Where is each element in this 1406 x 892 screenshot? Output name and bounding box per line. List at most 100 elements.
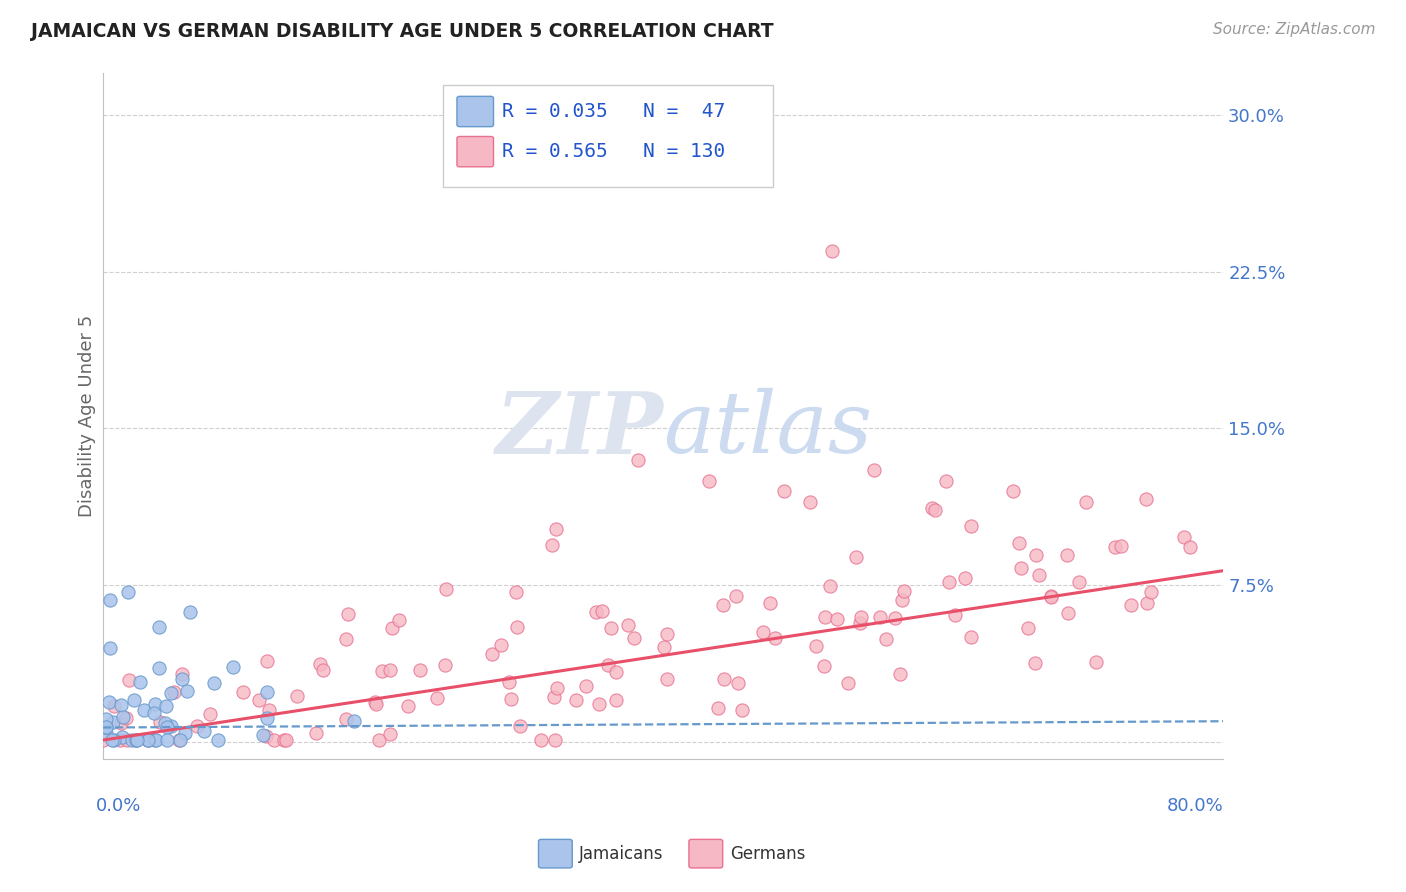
Point xyxy=(655,627,678,641)
Point xyxy=(343,714,366,728)
Point xyxy=(1008,536,1031,550)
Point xyxy=(93,733,115,747)
Point xyxy=(167,733,190,747)
Point xyxy=(148,620,170,634)
Point xyxy=(491,638,513,652)
Point xyxy=(114,711,136,725)
Point xyxy=(851,610,873,624)
Point xyxy=(564,693,586,707)
Point xyxy=(169,733,191,747)
Point xyxy=(186,719,208,733)
Point xyxy=(176,684,198,698)
Point xyxy=(713,672,735,686)
Point xyxy=(259,703,281,717)
Point xyxy=(252,728,274,742)
Point xyxy=(1056,549,1078,563)
Point xyxy=(193,724,215,739)
Point xyxy=(617,618,640,632)
Point xyxy=(110,715,132,730)
Point xyxy=(222,660,245,674)
Point xyxy=(875,632,897,647)
Point xyxy=(247,692,270,706)
Point xyxy=(893,584,915,599)
Text: Source: ZipAtlas.com: Source: ZipAtlas.com xyxy=(1212,22,1375,37)
Point xyxy=(799,494,821,508)
Point xyxy=(938,574,960,589)
Point xyxy=(156,721,179,735)
Point xyxy=(1136,596,1159,610)
Point xyxy=(848,616,870,631)
Point xyxy=(821,244,844,258)
Point xyxy=(605,665,627,680)
Point xyxy=(599,621,621,635)
Point xyxy=(179,606,201,620)
Point xyxy=(1010,561,1032,575)
Point xyxy=(335,712,357,726)
Point xyxy=(1025,548,1047,562)
Point xyxy=(94,720,117,734)
Text: Germans: Germans xyxy=(730,845,806,863)
Point xyxy=(381,621,404,635)
Point xyxy=(585,605,607,619)
Point xyxy=(1067,574,1090,589)
Point xyxy=(711,598,734,612)
Point xyxy=(509,719,531,733)
Point xyxy=(274,733,297,747)
Point xyxy=(862,463,884,477)
Point xyxy=(501,691,523,706)
Text: R = 0.565   N = 130: R = 0.565 N = 130 xyxy=(502,142,725,161)
Point xyxy=(111,710,134,724)
Point xyxy=(371,664,394,678)
Point xyxy=(162,684,184,698)
Point xyxy=(202,675,225,690)
Point xyxy=(136,733,159,747)
Point xyxy=(837,676,859,690)
Point xyxy=(481,647,503,661)
Point xyxy=(763,631,786,645)
Point xyxy=(409,663,432,677)
Point xyxy=(1076,494,1098,508)
Point xyxy=(115,733,138,747)
Point xyxy=(759,596,782,610)
Point xyxy=(813,659,835,673)
Point xyxy=(596,657,619,672)
Point xyxy=(652,640,675,654)
Point xyxy=(285,689,308,703)
Point xyxy=(889,666,911,681)
Point xyxy=(1173,530,1195,544)
Point xyxy=(505,620,527,634)
Point xyxy=(207,733,229,747)
Point xyxy=(396,698,419,713)
Point xyxy=(751,625,773,640)
Point xyxy=(627,453,650,467)
Point xyxy=(364,695,387,709)
Point xyxy=(891,592,914,607)
Point xyxy=(1135,492,1157,507)
Point xyxy=(94,726,117,740)
Point xyxy=(1040,590,1063,604)
Point xyxy=(544,523,567,537)
Point xyxy=(1180,540,1202,554)
Point xyxy=(103,699,125,714)
Point xyxy=(101,733,124,747)
Point xyxy=(935,474,957,488)
Point xyxy=(706,700,728,714)
Point xyxy=(198,706,221,721)
Point xyxy=(254,730,277,744)
Point xyxy=(818,579,841,593)
Text: R = 0.035   N =  47: R = 0.035 N = 47 xyxy=(502,102,725,121)
Point xyxy=(845,549,868,564)
Point xyxy=(256,685,278,699)
Point xyxy=(172,672,194,686)
Point xyxy=(498,674,520,689)
Point xyxy=(155,698,177,713)
Point xyxy=(1084,655,1107,669)
Point xyxy=(378,663,401,677)
Point xyxy=(814,609,837,624)
Point xyxy=(544,733,567,747)
Point xyxy=(153,716,176,731)
Point xyxy=(108,733,131,747)
Point xyxy=(575,679,598,693)
Point xyxy=(94,720,117,734)
Text: 80.0%: 80.0% xyxy=(1167,797,1223,814)
